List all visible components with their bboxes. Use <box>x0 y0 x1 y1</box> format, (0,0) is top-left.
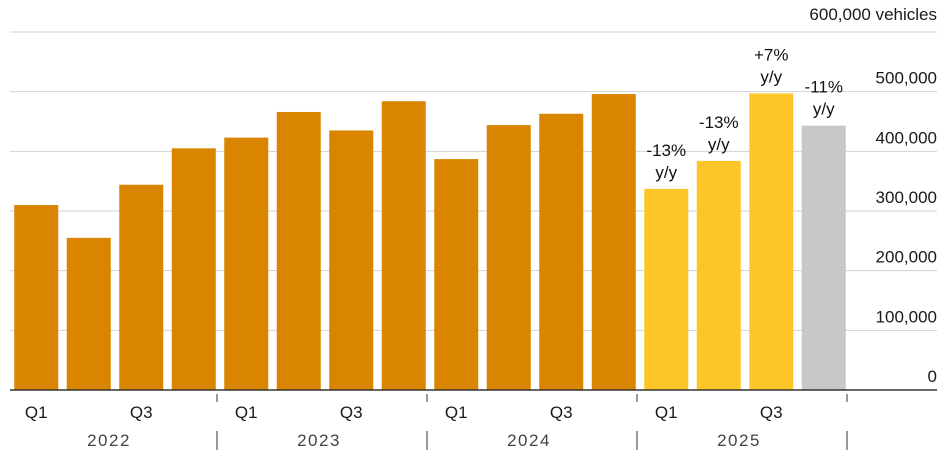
y-tick-label: 500,000 <box>876 69 937 88</box>
y-tick-label: 200,000 <box>876 248 937 267</box>
bar-2022-q2 <box>66 237 111 390</box>
bar-2022-q1 <box>14 205 59 390</box>
bar-2025-q3 <box>749 93 794 390</box>
year-label: 2023 <box>297 431 341 450</box>
y-tick-label: 300,000 <box>876 188 937 207</box>
bar-2022-q4 <box>171 148 216 390</box>
bar-2023-q1 <box>224 137 269 390</box>
bars <box>14 93 846 391</box>
bar-annotation: -13% <box>699 113 739 132</box>
x-tick-label: Q3 <box>550 403 573 422</box>
axes: 0 100,000 200,000 300,000 400,000 500,000 Q1 Q3… <box>10 69 937 450</box>
year-label: 2022 <box>87 431 131 450</box>
bar-2024-q1 <box>434 159 479 390</box>
year-label: 2025 <box>717 431 761 450</box>
bar-2024-q3 <box>539 113 584 390</box>
x-tick-label: Q3 <box>760 403 783 422</box>
x-tick-label: Q1 <box>655 403 678 422</box>
bar-2023-q2 <box>276 111 321 390</box>
bar-annotation: y/y <box>760 67 782 86</box>
bar-2022-q3 <box>119 184 164 390</box>
x-tick-label: Q1 <box>25 403 48 422</box>
bar-2025-q2 <box>696 160 741 390</box>
bar-annotation: y/y <box>708 135 730 154</box>
x-tick-label: Q3 <box>340 403 363 422</box>
bar-2023-q3 <box>329 130 374 390</box>
x-tick-label: Q1 <box>235 403 258 422</box>
annotations: -13% y/y -13% y/y +7% y/y -11% y/y <box>646 45 843 181</box>
y-tick-label: 100,000 <box>876 307 937 326</box>
bar-annotation: y/y <box>813 100 835 119</box>
y-tick-label: 0 <box>928 367 937 386</box>
x-tick-label: Q3 <box>130 403 153 422</box>
bar-2025-q4 <box>801 125 846 390</box>
bar-annotation: -13% <box>646 141 686 160</box>
bar-annotation: y/y <box>655 163 677 182</box>
y-tick-label: 400,000 <box>876 128 937 147</box>
bar-2024-q4 <box>591 94 636 390</box>
x-tick-label: Q1 <box>445 403 468 422</box>
bar-2023-q4 <box>381 101 426 391</box>
bar-2024-q2 <box>486 125 531 390</box>
bar-2025-q1 <box>644 188 689 390</box>
y-axis-unit-label: 600,000 vehicles <box>809 5 937 24</box>
year-label: 2024 <box>507 431 551 450</box>
bar-annotation: -11% <box>805 78 843 97</box>
bar-annotation: +7% <box>754 45 789 64</box>
